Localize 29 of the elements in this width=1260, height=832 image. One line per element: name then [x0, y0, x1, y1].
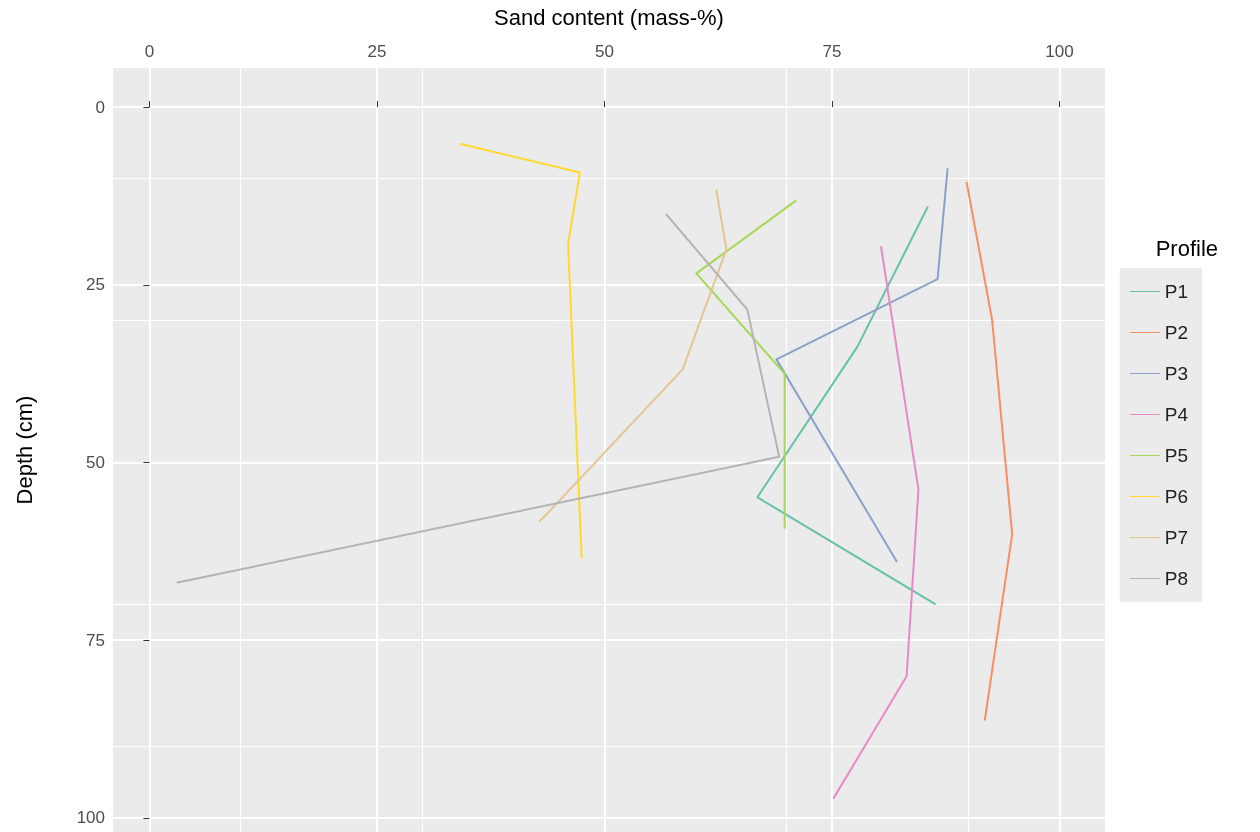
line-series: [775, 167, 949, 563]
line-series: [176, 213, 781, 584]
y-tick-label: 25: [86, 275, 105, 295]
legend-label: P3: [1164, 363, 1189, 384]
line-series: [756, 206, 936, 605]
x-tick-label: 100: [1045, 42, 1074, 61]
x-tick-label: 0: [144, 42, 155, 61]
line-series: [695, 199, 797, 529]
y-axis-title: Depth (cm): [11, 395, 37, 505]
x-tick-label: 25: [367, 42, 387, 61]
legend-title: Profile: [1155, 235, 1218, 261]
line-series: [538, 189, 728, 523]
x-axis-title: Sand content (mass-%): [494, 4, 724, 30]
y-tick-label: 50: [86, 452, 105, 472]
legend-label: P7: [1164, 527, 1189, 548]
legend-label: P5: [1164, 445, 1189, 466]
legend-label: P4: [1164, 404, 1189, 425]
x-tick-label: 75: [822, 42, 842, 61]
legend-label: P6: [1164, 486, 1189, 507]
legend-label: P8: [1164, 568, 1189, 589]
x-tick-label: 50: [594, 42, 614, 61]
y-tick-label: 100: [76, 808, 105, 828]
line-series: [965, 181, 1014, 721]
legend-label: P2: [1164, 322, 1189, 343]
legend-label: P1: [1164, 281, 1189, 302]
line-series: [459, 143, 583, 559]
y-tick-label: 0: [95, 97, 105, 117]
line-series: [832, 246, 920, 799]
y-tick-label: 75: [86, 630, 105, 650]
